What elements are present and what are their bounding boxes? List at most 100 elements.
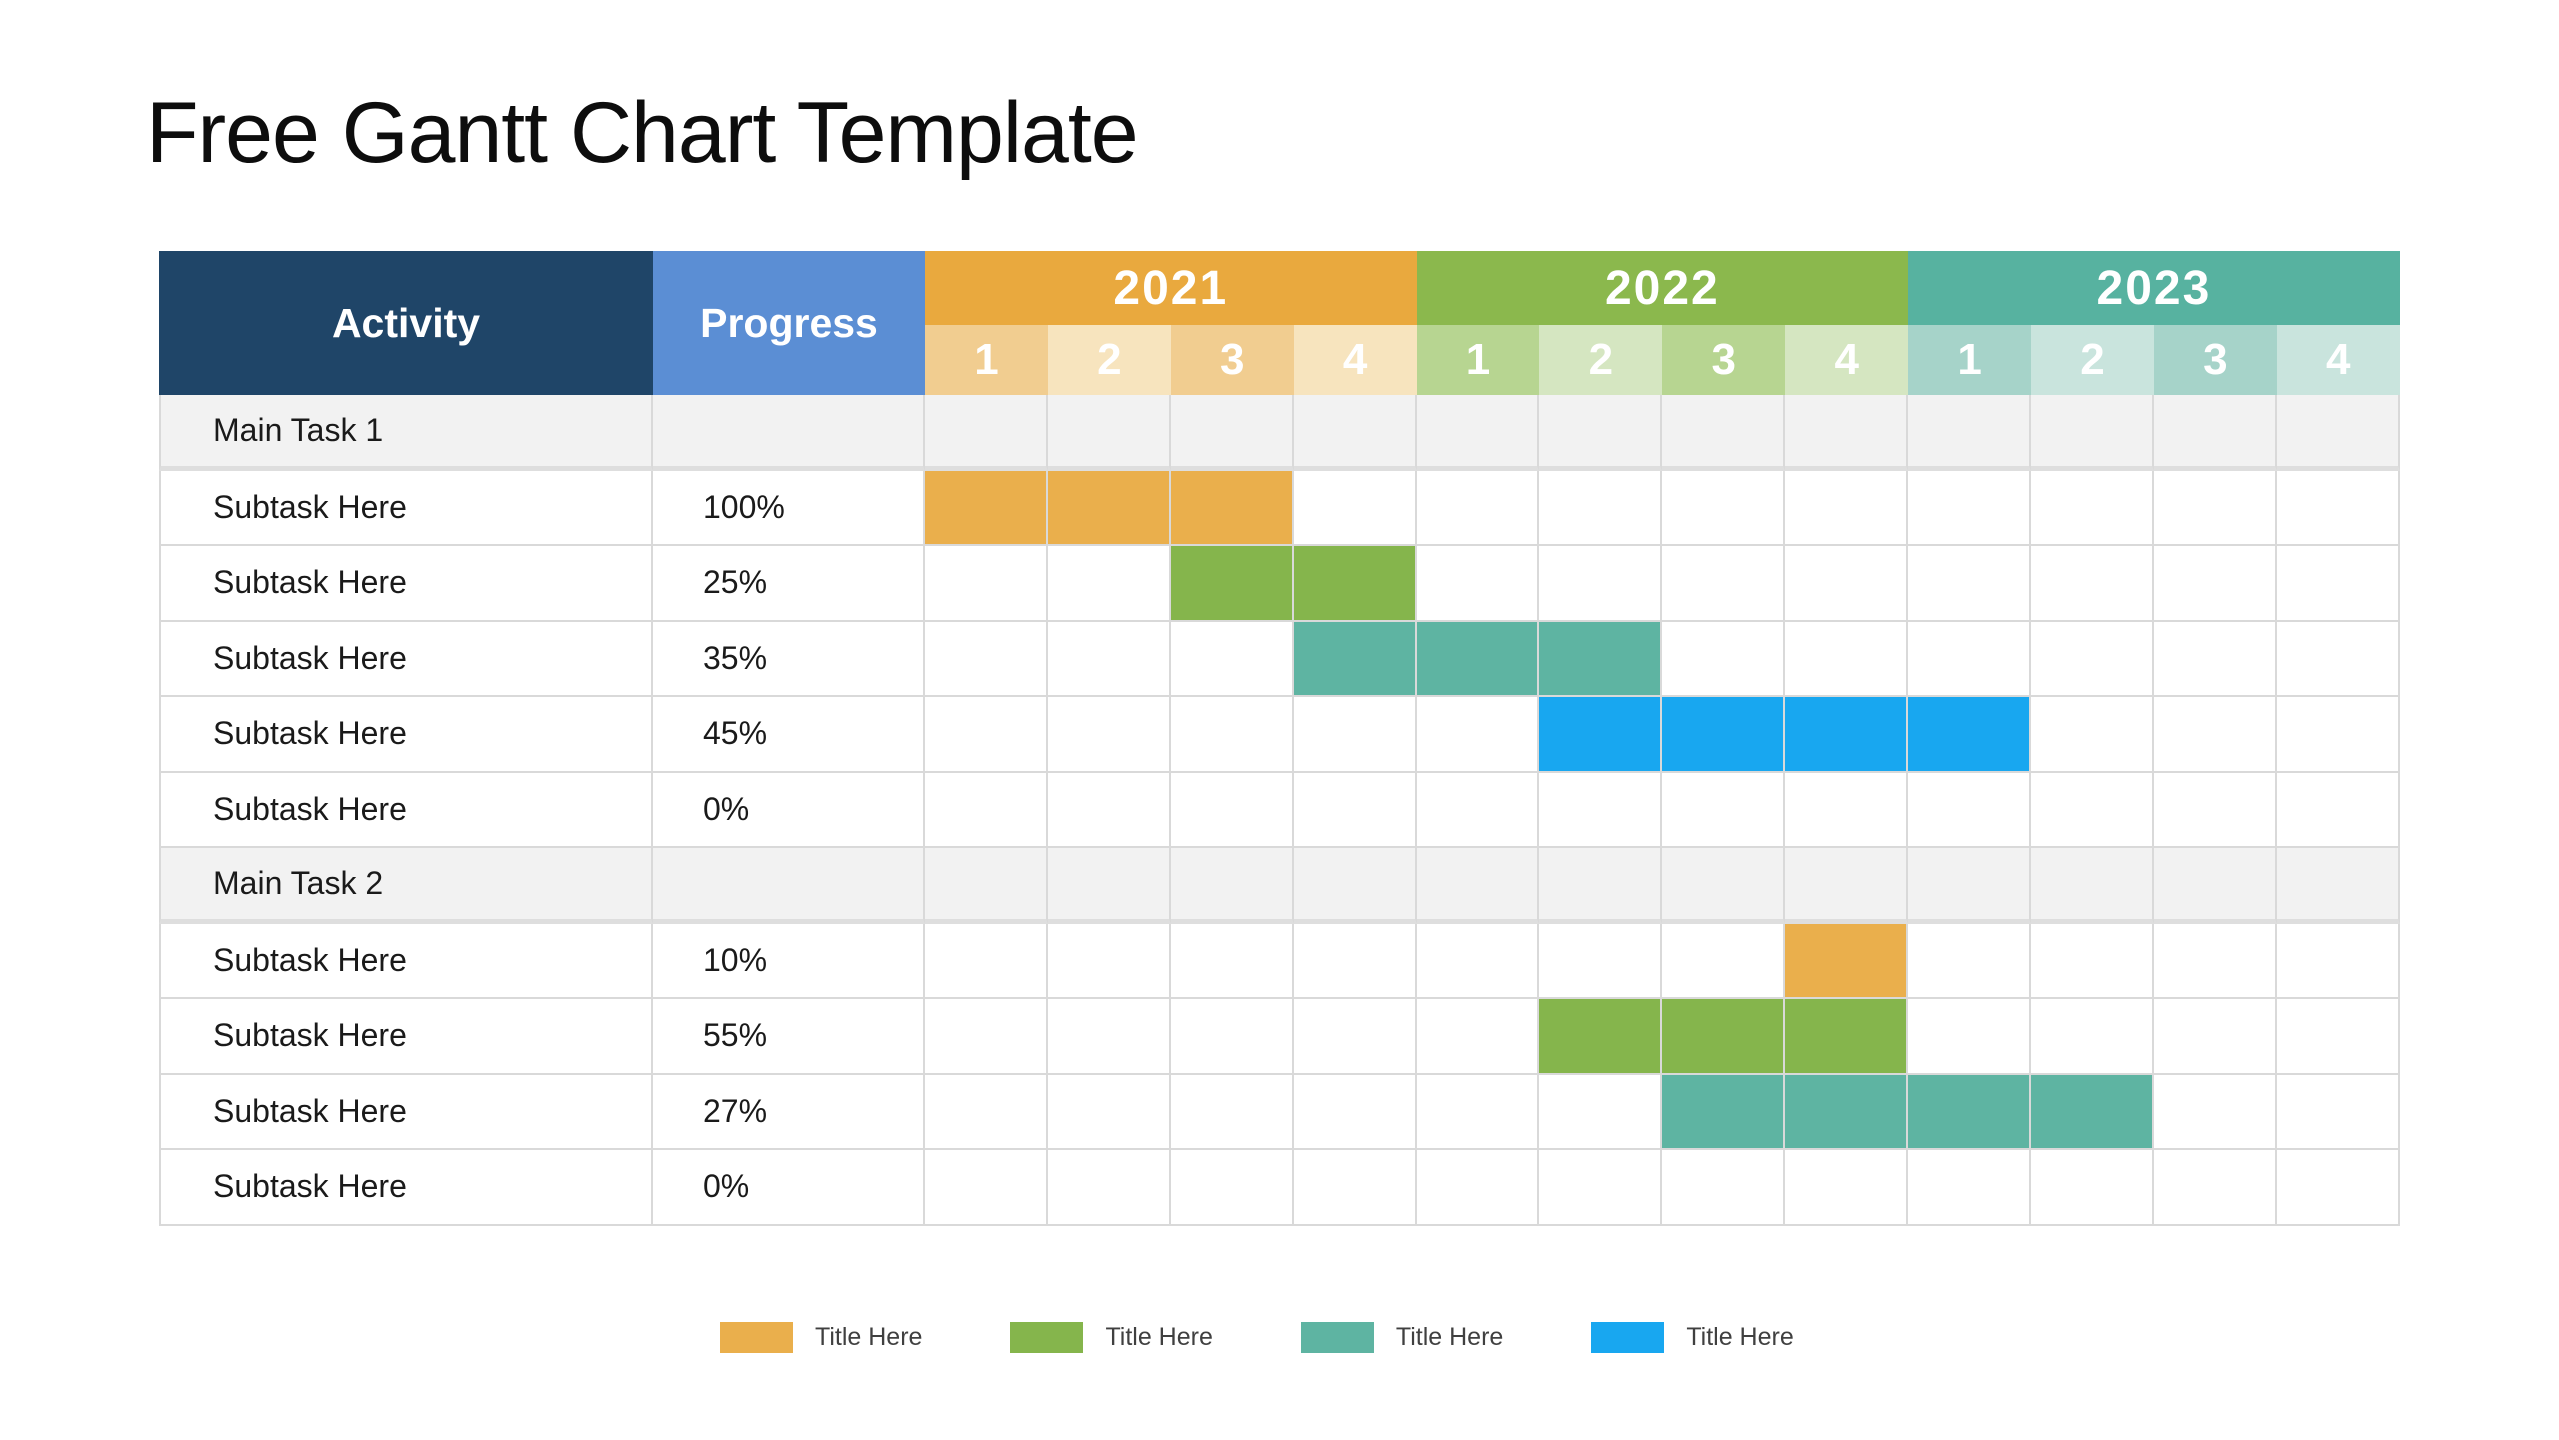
timeline-cell (1416, 395, 1540, 471)
gantt-bar-cell (1662, 1074, 1786, 1150)
gantt-bar-cell (1539, 621, 1663, 697)
timeline-cell (1293, 772, 1417, 848)
legend-label: Title Here (1395, 1323, 1504, 1351)
quarter-header: 1 (1908, 325, 2032, 395)
page-title: Free Gantt Chart Template (146, 85, 1139, 181)
gantt-bar-cell (1539, 697, 1663, 773)
timeline-cell (2276, 697, 2400, 773)
timeline-cell (1047, 621, 1171, 697)
timeline-cell (2031, 697, 2154, 773)
gantt-bar-cell (1416, 621, 1540, 697)
timeline-cell (1416, 470, 1540, 546)
timeline-cell (1047, 1074, 1171, 1150)
timeline-cell (1416, 1150, 1540, 1226)
gantt-bar-cell (1170, 470, 1294, 546)
timeline-cell (2276, 848, 2400, 924)
gantt-bar-cell (1908, 1074, 2032, 1150)
activity-cell: Main Task 2 (159, 848, 653, 924)
timeline-cell (1785, 395, 1909, 471)
timeline-cell (1170, 697, 1294, 773)
activity-cell: Subtask Here (159, 772, 653, 848)
timeline-cell (1539, 546, 1663, 622)
gantt-bar-cell (1662, 697, 1786, 773)
timeline-cell (1539, 1074, 1663, 1150)
quarter-header: 1 (925, 325, 1048, 395)
timeline-cell (925, 1150, 1048, 1226)
timeline-cell (1293, 999, 1417, 1075)
legend-item: Title Here (1010, 1322, 1213, 1353)
timeline-cell (1539, 1150, 1663, 1226)
timeline-cell (2276, 772, 2400, 848)
year-header-2023: 2023 (1908, 251, 2400, 325)
timeline-cell (2031, 621, 2154, 697)
gantt-bar-cell (1293, 621, 1417, 697)
legend-item: Title Here (1300, 1322, 1504, 1353)
timeline-cell (1662, 621, 1786, 697)
timeline-cell (2031, 470, 2154, 546)
legend-item: Title Here (720, 1322, 922, 1353)
progress-cell (653, 395, 925, 471)
timeline-cell (1785, 546, 1909, 622)
gantt-bar-cell (1293, 546, 1417, 622)
legend-swatch (1591, 1322, 1665, 1353)
legend-label: Title Here (1105, 1323, 1213, 1351)
activity-cell: Subtask Here (159, 546, 653, 622)
gantt-bar-cell (1662, 999, 1786, 1075)
activity-column-header: Activity (159, 251, 653, 395)
legend-swatch (1010, 1322, 1084, 1353)
timeline-cell (2153, 621, 2277, 697)
year-header-2022: 2022 (1416, 251, 1909, 325)
timeline-cell (2153, 1150, 2277, 1226)
gantt-bar-cell (2031, 1074, 2154, 1150)
timeline-cell (2031, 395, 2154, 471)
timeline-cell (1785, 848, 1909, 924)
activity-cell: Subtask Here (159, 1150, 653, 1226)
activity-cell: Subtask Here (159, 1074, 653, 1150)
timeline-cell (1170, 923, 1294, 999)
timeline-cell (2031, 999, 2154, 1075)
timeline-cell (1047, 546, 1171, 622)
quarter-header: 3 (1662, 325, 1786, 395)
progress-column-header: Progress (653, 251, 925, 395)
timeline-cell (1047, 923, 1171, 999)
timeline-cell (1908, 470, 2032, 546)
timeline-cell (1293, 697, 1417, 773)
legend-swatch (1300, 1322, 1374, 1353)
activity-cell: Subtask Here (159, 923, 653, 999)
gantt-bar-cell (1785, 697, 1909, 773)
quarter-header: 2 (1539, 325, 1663, 395)
timeline-cell (1662, 546, 1786, 622)
timeline-cell (1170, 1150, 1294, 1226)
timeline-cell (1662, 848, 1786, 924)
progress-cell: 0% (653, 1150, 925, 1226)
timeline-cell (1047, 395, 1171, 471)
quarter-header: 3 (2153, 325, 2277, 395)
timeline-cell (1539, 923, 1663, 999)
timeline-cell (2276, 470, 2400, 546)
timeline-cell (1908, 848, 2032, 924)
timeline-cell (925, 999, 1048, 1075)
quarter-header: 4 (1785, 325, 1909, 395)
legend-label: Title Here (815, 1323, 923, 1351)
timeline-cell (1047, 772, 1171, 848)
timeline-cell (1293, 1150, 1417, 1226)
timeline-cell (1785, 1150, 1909, 1226)
progress-cell: 45% (653, 697, 925, 773)
timeline-cell (1539, 470, 1663, 546)
gantt-bar-cell (1785, 1074, 1909, 1150)
quarter-header: 2 (1047, 325, 1171, 395)
timeline-cell (1785, 621, 1909, 697)
timeline-cell (2153, 470, 2277, 546)
timeline-cell (1539, 772, 1663, 848)
timeline-cell (1662, 923, 1786, 999)
timeline-cell (1047, 1150, 1171, 1226)
timeline-cell (2031, 772, 2154, 848)
timeline-cell (1416, 697, 1540, 773)
timeline-cell (2276, 923, 2400, 999)
timeline-cell (1293, 470, 1417, 546)
timeline-cell (1662, 772, 1786, 848)
timeline-cell (1416, 999, 1540, 1075)
gantt-bar-cell (1785, 999, 1909, 1075)
timeline-cell (2031, 923, 2154, 999)
quarter-header: 4 (1293, 325, 1417, 395)
